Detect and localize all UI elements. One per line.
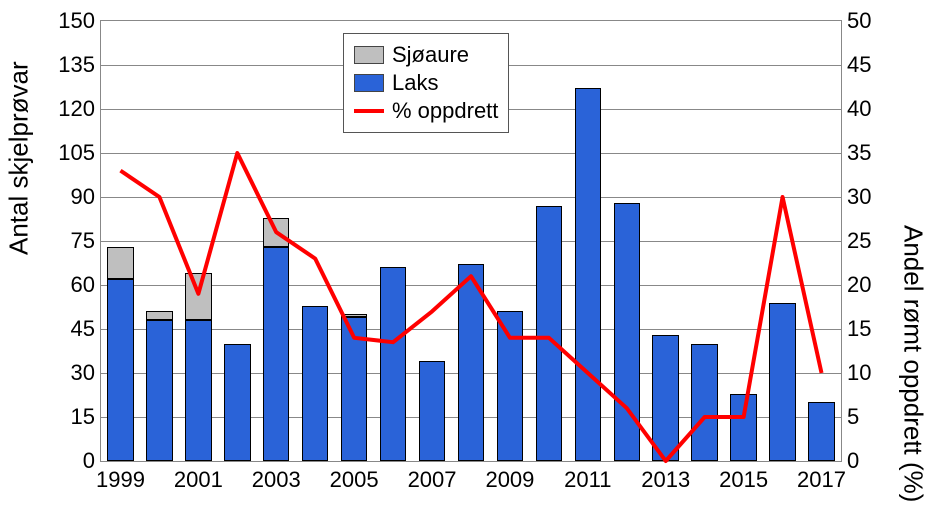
legend-line-oppdrett — [354, 109, 384, 113]
y-left-tick: 0 — [83, 448, 95, 474]
legend-label: Laks — [392, 70, 438, 96]
gridline — [101, 197, 841, 198]
y-left-tick: 150 — [58, 8, 95, 34]
bar-laks — [380, 267, 406, 461]
legend-label: Sjøaure — [392, 42, 469, 68]
bar-laks — [341, 317, 367, 461]
legend-label: % oppdrett — [392, 98, 498, 124]
bar-laks — [458, 264, 484, 461]
y-right-tick: 30 — [847, 184, 871, 210]
y-left-tick: 105 — [58, 140, 95, 166]
x-tick: 2005 — [330, 467, 379, 493]
bar-laks — [769, 303, 795, 461]
x-tick: 2009 — [485, 467, 534, 493]
y-left-tick: 60 — [71, 272, 95, 298]
y-right-tick: 10 — [847, 360, 871, 386]
y-right-tick: 20 — [847, 272, 871, 298]
bar-laks — [730, 394, 756, 461]
y-right-tick: 45 — [847, 52, 871, 78]
legend: SjøaureLaks% oppdrett — [343, 33, 509, 133]
legend-swatch-laks — [354, 74, 384, 92]
x-tick: 2017 — [797, 467, 846, 493]
bar-laks — [302, 306, 328, 461]
legend-swatch-sjoaure — [354, 46, 384, 64]
y-left-tick: 30 — [71, 360, 95, 386]
bar-sjoaure — [107, 247, 133, 279]
x-tick: 2011 — [564, 467, 611, 493]
y-right-tick: 5 — [847, 404, 859, 430]
bar-laks — [536, 206, 562, 461]
y-right-tick: 25 — [847, 228, 871, 254]
bar-laks — [224, 344, 250, 461]
y-right-tick: 15 — [847, 316, 871, 342]
bar-laks — [419, 361, 445, 461]
bar-sjoaure — [185, 273, 211, 320]
gridline — [101, 241, 841, 242]
y-left-tick: 75 — [71, 228, 95, 254]
bar-laks — [614, 203, 640, 461]
y-right-tick: 0 — [847, 448, 859, 474]
bar-sjoaure — [146, 311, 172, 320]
bar-sjoaure — [341, 314, 367, 317]
y-left-tick: 90 — [71, 184, 95, 210]
bar-laks — [691, 344, 717, 461]
gridline — [101, 153, 841, 154]
y-right-tick: 50 — [847, 8, 871, 34]
bar-laks — [185, 320, 211, 461]
y-axis-left-label: Antal skjelprøvar — [4, 225, 35, 255]
y-axis-right-label: Andel rømt oppdrett (%) — [898, 225, 929, 255]
y-right-tick: 40 — [847, 96, 871, 122]
x-tick: 1999 — [96, 467, 145, 493]
chart-container: 0 15 30 45 60 75 90 105 120 135 150 0 5 10 15 20 25 30 35 4… — [10, 10, 929, 519]
bar-laks — [497, 311, 523, 461]
bar-sjoaure — [263, 218, 289, 247]
legend-item-laks: Laks — [354, 70, 498, 96]
y-left-tick: 15 — [71, 404, 95, 430]
x-tick: 2013 — [641, 467, 690, 493]
x-tick: 2015 — [719, 467, 768, 493]
bar-laks — [808, 402, 834, 461]
x-tick: 2003 — [252, 467, 301, 493]
x-tick: 2007 — [408, 467, 457, 493]
y-left-tick: 120 — [58, 96, 95, 122]
bar-laks — [575, 88, 601, 461]
legend-item-oppdrett: % oppdrett — [354, 98, 498, 124]
x-tick: 2001 — [174, 467, 223, 493]
bar-laks — [146, 320, 172, 461]
y-left-tick: 45 — [71, 316, 95, 342]
bar-laks — [107, 279, 133, 461]
legend-item-sjoaure: Sjøaure — [354, 42, 498, 68]
bar-laks — [263, 247, 289, 461]
y-left-tick: 135 — [58, 52, 95, 78]
y-right-tick: 35 — [847, 140, 871, 166]
plot-area: 0153045607590105120135150051015202530354… — [100, 20, 842, 462]
bar-laks — [652, 335, 678, 461]
